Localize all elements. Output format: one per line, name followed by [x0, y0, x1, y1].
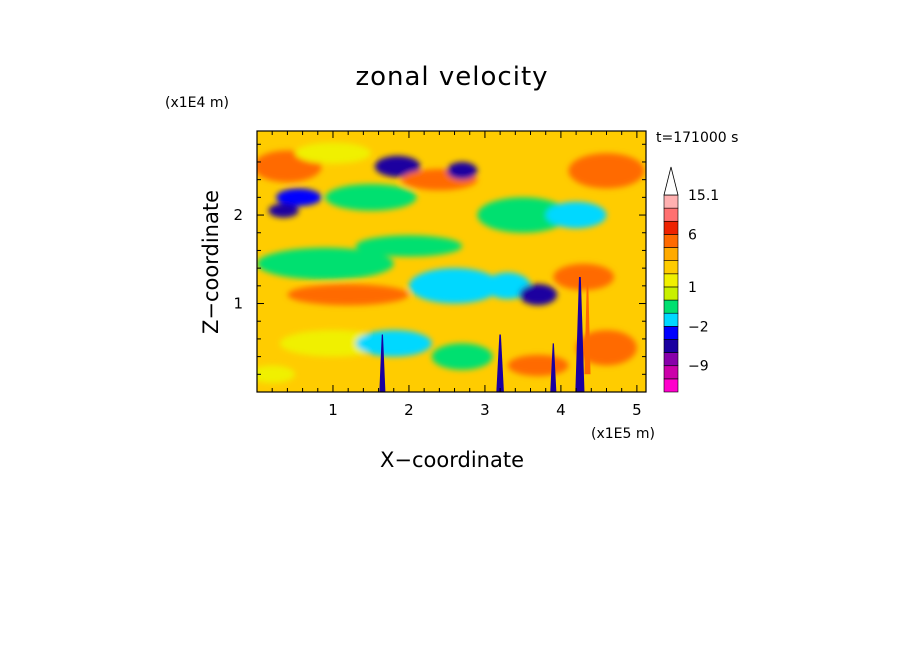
y-axis-label: Z−coordinate	[199, 190, 223, 334]
colorbar-swatch	[663, 207, 679, 222]
x-scale-label: (x1E5 m)	[591, 426, 655, 442]
y-scale-label: (x1E4 m)	[165, 95, 229, 111]
velocity-cell	[446, 161, 478, 180]
colorbar-swatch	[663, 286, 679, 301]
colorbar-label: −9	[688, 359, 709, 375]
velocity-streak	[379, 334, 386, 392]
velocity-cell	[275, 188, 322, 207]
colorbar-swatch	[663, 352, 679, 367]
velocity-cell	[408, 268, 501, 304]
colorbar-label: 6	[688, 227, 697, 243]
velocity-cell	[268, 203, 299, 218]
colorbar-swatch	[663, 326, 679, 340]
x-tick-label: 3	[480, 401, 490, 419]
colorbar-label: −2	[688, 319, 709, 335]
velocity-cell	[545, 201, 607, 229]
velocity-cell	[257, 247, 394, 280]
velocity-cell	[431, 343, 493, 370]
colorbar-swatch	[663, 247, 679, 261]
x-tick-label: 4	[556, 401, 566, 419]
velocity-streak	[575, 276, 585, 392]
colorbar-swatch	[663, 378, 679, 393]
y-axis: 12	[233, 143, 646, 375]
colorbar-swatch	[663, 234, 679, 248]
velocity-streak	[496, 334, 504, 392]
colorbar: 15.1 6 1 −2 −9	[663, 166, 719, 393]
colorbar-swatch	[663, 339, 679, 353]
velocity-cell	[378, 159, 409, 174]
x-tick-label: 2	[404, 401, 414, 419]
colorbar-label: 1	[688, 280, 697, 296]
velocity-cell	[257, 365, 295, 384]
velocity-cell	[279, 330, 387, 357]
velocity-cell	[507, 354, 569, 377]
velocity-cell	[553, 263, 615, 291]
heatmap-area	[257, 131, 646, 392]
colorbar-label: 15.1	[688, 188, 719, 204]
colorbar-swatch	[663, 299, 679, 314]
colorbar-swatch	[663, 220, 679, 235]
chart-title: zonal velocity	[355, 62, 548, 92]
colorbar-swatch	[663, 260, 679, 275]
colorbar-swatch	[663, 194, 679, 209]
x-axis-label: X−coordinate	[380, 448, 524, 472]
colorbar-extend-arrow	[663, 166, 679, 196]
x-axis: 1 2 3 4 5	[271, 131, 642, 419]
velocity-cell	[355, 330, 432, 357]
velocity-cell	[568, 153, 645, 189]
y-tick-label: 1	[233, 295, 243, 313]
colorbar-swatch	[663, 312, 679, 327]
velocity-cell	[519, 284, 558, 306]
velocity-streak	[550, 343, 557, 392]
velocity-cell	[325, 184, 417, 211]
plot-frame	[256, 130, 647, 393]
colorbar-swatch	[663, 273, 679, 288]
time-label: t=171000 s	[656, 130, 738, 146]
velocity-cell	[477, 197, 569, 233]
colorbar-swatch	[663, 365, 679, 380]
velocity-cell	[576, 330, 637, 366]
x-tick-label: 5	[632, 401, 642, 419]
velocity-cell	[287, 284, 409, 306]
x-tick-label: 1	[328, 401, 338, 419]
velocity-cell	[355, 235, 463, 257]
velocity-cell	[294, 142, 371, 164]
velocity-cell	[484, 272, 531, 300]
velocity-streak	[584, 276, 591, 375]
y-tick-label: 2	[233, 206, 243, 224]
